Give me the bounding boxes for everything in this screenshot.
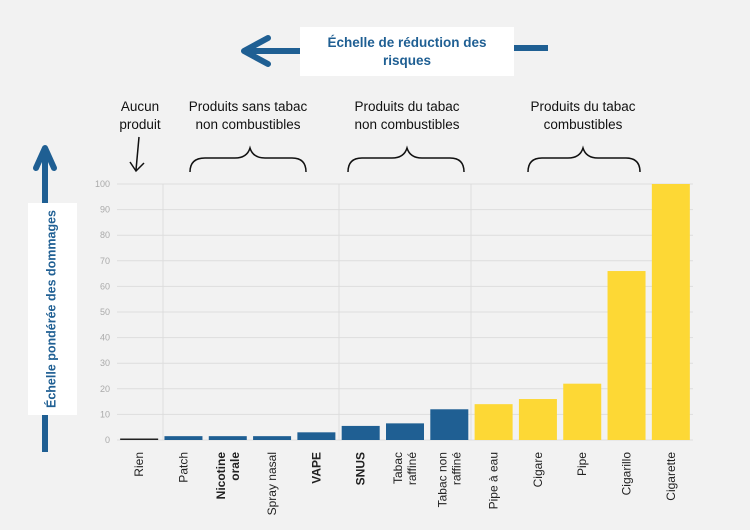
- x-tick-label: Cigare: [531, 452, 545, 488]
- y-tick-label: 100: [95, 179, 110, 189]
- x-tick-label: Pipe à eau: [487, 452, 501, 509]
- bars: [120, 184, 690, 440]
- bar-vape: [297, 432, 336, 440]
- y-tick-label: 0: [105, 435, 110, 445]
- group-label-tobacco-combustible: Produits du tabac combustibles: [530, 99, 636, 132]
- bar-spray-nasal: [253, 436, 292, 440]
- y-tick-label: 80: [100, 230, 110, 240]
- x-tick-label: VAPE: [309, 452, 323, 484]
- bar-rien: [120, 438, 159, 440]
- x-tick-label: Patch: [176, 452, 190, 483]
- x-tick-label: Nicotineorale: [214, 452, 242, 500]
- gridlines: [117, 183, 693, 441]
- bar-cigarillo: [607, 271, 646, 440]
- bar-cigarette: [651, 184, 690, 440]
- y-tick-label: 60: [100, 281, 110, 291]
- y-tick-label: 20: [100, 384, 110, 394]
- brace-non-combustible-tobacco: [347, 145, 465, 173]
- group-label-no-tobacco-non-combustible: Produits sans tabac non combustibles: [188, 99, 308, 132]
- y-tick-label: 40: [100, 333, 110, 343]
- x-tick-label: Pipe: [575, 452, 589, 476]
- arrow-up-icon: [33, 145, 57, 203]
- y-tick-label: 30: [100, 358, 110, 368]
- bar-pipe-à-eau: [474, 404, 513, 440]
- y-tick-label: 10: [100, 409, 110, 419]
- x-tick-label: Rien: [132, 452, 146, 477]
- bar-cigare: [518, 399, 557, 440]
- arrow-left-icon: [241, 35, 548, 67]
- bar-snus: [341, 425, 380, 440]
- group-label-tobacco-non-combustible: Produits du tabac non combustibles: [354, 99, 460, 132]
- y-axis-title: Échelle pondérée des dommages: [44, 210, 59, 408]
- brace-non-combustible-no-tobacco: [189, 145, 307, 173]
- x-tick-label: SNUS: [354, 452, 368, 485]
- y-axis-title-box: [28, 203, 77, 415]
- bar-tabac-raffiné: [386, 423, 424, 440]
- risk-reduction-title: Échelle de réduction des risques: [300, 27, 514, 76]
- x-tick-label: Tabacraffiné: [391, 452, 419, 485]
- bar-pipe: [563, 383, 602, 440]
- x-tick-label: Tabac nonraffiné: [435, 452, 463, 508]
- bar-tabac-non-raffiné: [430, 409, 469, 440]
- bar-patch: [164, 436, 203, 440]
- group-label-no-product: Aucun produit: [119, 99, 161, 132]
- brace-combustible-tobacco: [527, 145, 641, 173]
- x-tick-label: Spray nasal: [265, 452, 279, 515]
- x-tick-labels: Rien Patch Nicotineorale Spray nasal VAPE SNU…: [132, 452, 678, 516]
- y-tick-label: 50: [100, 307, 110, 317]
- bar-nicotine-orale: [208, 436, 247, 440]
- arrow-down-icon: [129, 136, 145, 173]
- y-tick-label: 70: [100, 256, 110, 266]
- y-tick-labels: 0 10 20 30 40 50 60 70 80 90 100: [95, 179, 110, 445]
- x-tick-label: Cigarette: [664, 452, 678, 501]
- x-tick-label: Cigarillo: [620, 452, 634, 496]
- y-tick-label: 90: [100, 205, 110, 215]
